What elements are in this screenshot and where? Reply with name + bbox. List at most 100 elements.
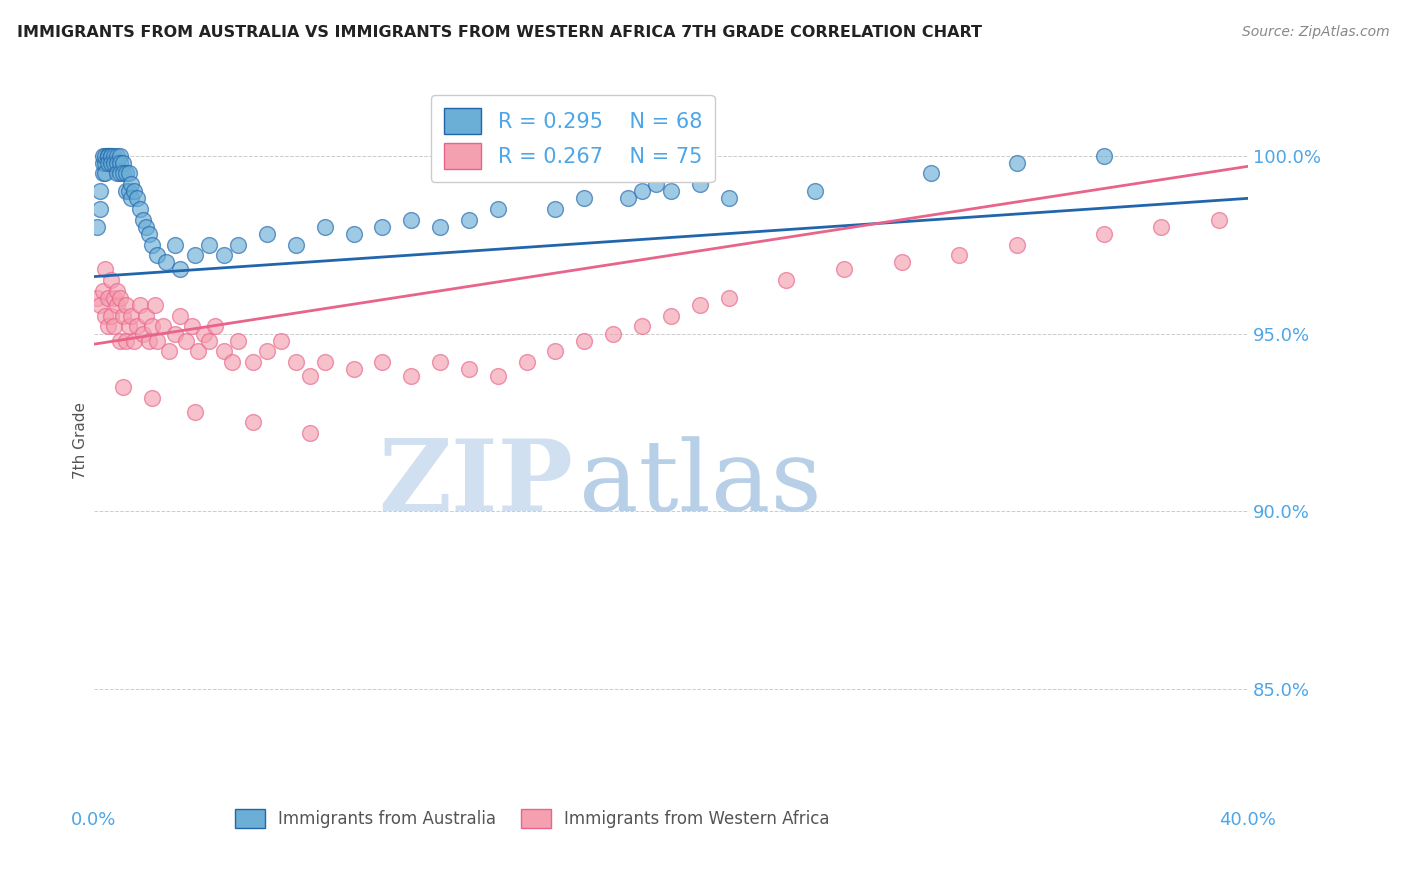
Y-axis label: 7th Grade: 7th Grade — [73, 401, 89, 479]
Point — [226, 237, 249, 252]
Point — [86, 291, 108, 305]
Point — [631, 184, 654, 198]
Point — [108, 291, 131, 305]
Point — [270, 334, 292, 348]
Point — [371, 355, 394, 369]
Point — [184, 405, 207, 419]
Point — [371, 219, 394, 234]
Point — [91, 166, 114, 180]
Point — [645, 177, 668, 191]
Point — [108, 166, 131, 180]
Point — [574, 334, 596, 348]
Point — [97, 319, 120, 334]
Point — [146, 248, 169, 262]
Point — [135, 219, 157, 234]
Point — [141, 319, 163, 334]
Point — [86, 219, 108, 234]
Point — [181, 319, 204, 334]
Point — [111, 166, 134, 180]
Text: Source: ZipAtlas.com: Source: ZipAtlas.com — [1241, 25, 1389, 39]
Point — [108, 149, 131, 163]
Point — [103, 149, 125, 163]
Point — [100, 149, 122, 163]
Point — [89, 202, 111, 216]
Point — [114, 166, 136, 180]
Point — [111, 380, 134, 394]
Point — [890, 255, 912, 269]
Point — [920, 166, 942, 180]
Text: atlas: atlas — [579, 436, 821, 532]
Point — [429, 355, 451, 369]
Point — [717, 191, 740, 205]
Point — [103, 319, 125, 334]
Point — [103, 156, 125, 170]
Point — [184, 248, 207, 262]
Point — [89, 184, 111, 198]
Point — [132, 212, 155, 227]
Point — [314, 355, 336, 369]
Point — [631, 319, 654, 334]
Point — [242, 355, 264, 369]
Point — [124, 334, 146, 348]
Point — [135, 309, 157, 323]
Point — [157, 344, 180, 359]
Point — [141, 237, 163, 252]
Point — [284, 355, 307, 369]
Point — [97, 149, 120, 163]
Point — [127, 191, 149, 205]
Point — [100, 149, 122, 163]
Point — [544, 202, 567, 216]
Point — [804, 184, 827, 198]
Point — [105, 298, 128, 312]
Point — [775, 273, 797, 287]
Point — [212, 344, 235, 359]
Point — [948, 248, 970, 262]
Point — [124, 184, 146, 198]
Point — [94, 149, 117, 163]
Point — [127, 319, 149, 334]
Point — [399, 369, 422, 384]
Point — [94, 309, 117, 323]
Point — [117, 184, 139, 198]
Point — [458, 362, 481, 376]
Point — [155, 255, 177, 269]
Point — [163, 237, 186, 252]
Point — [1208, 212, 1230, 227]
Point — [146, 334, 169, 348]
Point — [94, 166, 117, 180]
Point — [544, 344, 567, 359]
Point — [94, 156, 117, 170]
Point — [91, 156, 114, 170]
Point — [108, 156, 131, 170]
Point — [91, 284, 114, 298]
Point — [138, 227, 160, 241]
Point — [138, 334, 160, 348]
Point — [689, 177, 711, 191]
Point — [120, 177, 142, 191]
Point — [174, 334, 197, 348]
Point — [100, 309, 122, 323]
Point — [399, 212, 422, 227]
Point — [659, 309, 682, 323]
Point — [193, 326, 215, 341]
Point — [100, 156, 122, 170]
Point — [458, 212, 481, 227]
Text: IMMIGRANTS FROM AUSTRALIA VS IMMIGRANTS FROM WESTERN AFRICA 7TH GRADE CORRELATIO: IMMIGRANTS FROM AUSTRALIA VS IMMIGRANTS … — [17, 25, 981, 40]
Point — [204, 319, 226, 334]
Point — [114, 298, 136, 312]
Point — [689, 298, 711, 312]
Point — [574, 191, 596, 205]
Point — [299, 369, 322, 384]
Point — [486, 202, 509, 216]
Point — [114, 184, 136, 198]
Point — [212, 248, 235, 262]
Point — [242, 416, 264, 430]
Point — [143, 298, 166, 312]
Point — [120, 191, 142, 205]
Point — [114, 334, 136, 348]
Point — [1150, 219, 1173, 234]
Point — [226, 334, 249, 348]
Point — [111, 156, 134, 170]
Point — [717, 291, 740, 305]
Point — [221, 355, 243, 369]
